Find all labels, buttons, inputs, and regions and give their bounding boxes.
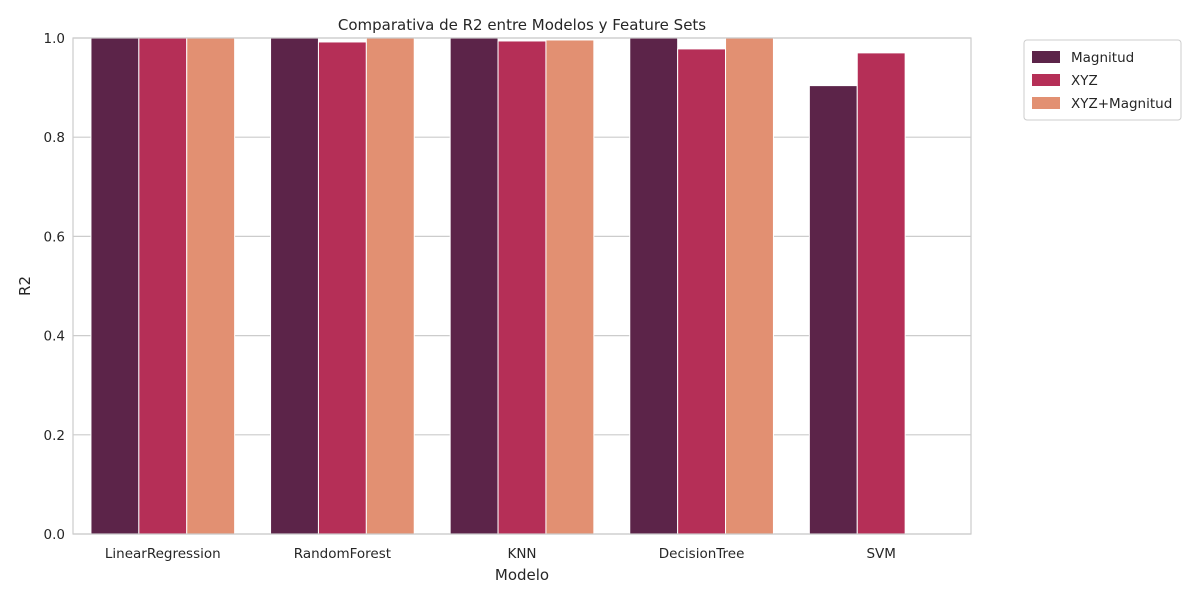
legend-label: XYZ [1071, 73, 1098, 89]
legend-swatch [1032, 74, 1060, 86]
bar-randomforest-xyz-magnitud [365, 37, 415, 535]
x-tick-label: DecisionTree [659, 546, 745, 562]
bar-decisiontree-xyz [677, 48, 727, 535]
bar-randomforest-xyz [317, 41, 367, 535]
bar-knn-xyz [497, 40, 547, 535]
x-tick-labels: LinearRegression RandomForest KNN DecisionT… [105, 546, 896, 562]
x-tick-label: SVM [866, 546, 895, 562]
x-tick-label: RandomForest [294, 546, 391, 562]
y-tick-label: 0.2 [44, 428, 65, 444]
legend-swatch [1032, 97, 1060, 109]
legend-box [1023, 39, 1182, 121]
y-tick-label: 0.8 [44, 130, 65, 146]
x-axis-label: Modelo [495, 566, 549, 584]
y-tick-label: 0.4 [44, 329, 65, 345]
x-tick-label: LinearRegression [105, 546, 221, 562]
plot-frame [72, 37, 972, 535]
legend-swatch [1032, 51, 1060, 63]
bar-decisiontree-xyz-magnitud [725, 37, 774, 535]
bar-knn-xyz-magnitud [545, 39, 595, 535]
legend: Magnitud XYZ XYZ+Magnitud [1023, 39, 1182, 121]
y-tick-labels: 0.0 0.2 0.4 0.6 0.8 1.0 [44, 31, 65, 543]
x-tick-label: KNN [507, 546, 536, 562]
bar-svm-xyz [856, 52, 906, 535]
y-tick-label: 0.6 [44, 229, 65, 245]
y-axis-label: R2 [16, 276, 34, 296]
bar-svm-magnitud [808, 85, 858, 535]
bar-decisiontree-magnitud [629, 37, 679, 535]
y-tick-label: 0.0 [44, 527, 65, 543]
legend-label: Magnitud [1071, 50, 1134, 66]
legend-label: XYZ+Magnitud [1071, 96, 1172, 112]
bar-linearregression-xyz [138, 37, 188, 535]
bar-linearregression-magnitud [90, 37, 140, 535]
chart-title: Comparativa de R2 entre Modelos y Featur… [338, 16, 706, 34]
bars [90, 37, 906, 535]
bar-randomforest-magnitud [270, 37, 319, 535]
bar-linearregression-xyz-magnitud [186, 37, 236, 535]
bar-knn-magnitud [449, 37, 499, 535]
y-tick-label: 1.0 [44, 31, 65, 47]
